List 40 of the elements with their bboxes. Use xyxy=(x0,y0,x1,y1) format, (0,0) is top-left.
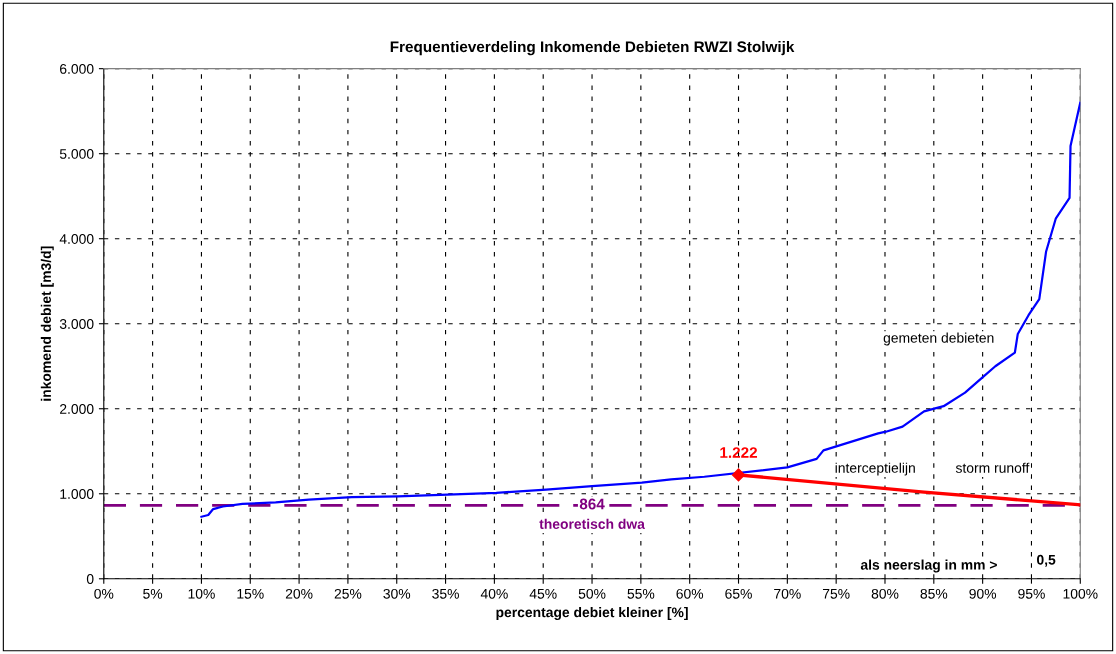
x-tick-label: 25% xyxy=(334,588,362,599)
x-axis-title: percentage debiet kleiner [%] xyxy=(496,607,688,621)
line-series xyxy=(200,101,1081,518)
x-tick-label: 45% xyxy=(529,588,557,599)
annotation: 0,5 xyxy=(1037,554,1056,567)
x-tick-label: 95% xyxy=(1018,588,1045,599)
x-tick-label: 10% xyxy=(188,588,215,599)
annotation: als neerslag in mm > xyxy=(860,559,997,573)
x-tick-label: 60% xyxy=(676,588,704,599)
x-tick-label: 70% xyxy=(774,588,801,599)
annotation: theoretisch dwa xyxy=(539,518,645,529)
annotation: gemeten debieten xyxy=(883,332,994,346)
y-tick-label: 5.000 xyxy=(59,149,94,159)
x-tick-label: 35% xyxy=(432,588,459,599)
y-tick-label: 6.000 xyxy=(60,64,94,74)
annotation: storm runoff xyxy=(955,462,1030,473)
x-tick-label: 100% xyxy=(1063,588,1098,599)
x-tick-label: 5% xyxy=(143,588,163,599)
x-tick-label: 65% xyxy=(725,588,752,599)
x-tick-label: 40% xyxy=(480,588,508,599)
y-tick-label: 0 xyxy=(86,574,94,584)
y-axis-title: inkomend debiet [m3/d] xyxy=(40,246,54,401)
x-tick-label: 85% xyxy=(920,588,948,599)
x-tick-label: 20% xyxy=(285,588,313,599)
chart-title: Frequentieverdeling Inkomende Debieten RWZI Stolwijk xyxy=(390,40,795,56)
x-tick-label: 30% xyxy=(383,588,411,599)
x-tick-label: 50% xyxy=(578,588,606,599)
x-tick-label: 0% xyxy=(94,588,114,599)
x-tick-label: 15% xyxy=(237,588,264,599)
y-tick-label: 1.000 xyxy=(60,489,94,499)
annotation: interceptielijn xyxy=(835,462,915,476)
annotation: 1.222 xyxy=(720,447,758,458)
y-tick-label: 4.000 xyxy=(59,234,94,244)
ref-line-label: 864 xyxy=(579,498,605,510)
x-tick-label: 80% xyxy=(871,588,899,599)
y-tick-label: 2.000 xyxy=(60,404,94,414)
x-tick-label: 90% xyxy=(969,588,997,599)
x-tick-label: 75% xyxy=(822,588,850,599)
x-tick-label: 55% xyxy=(627,588,655,599)
y-tick-label: 3.000 xyxy=(59,319,94,329)
